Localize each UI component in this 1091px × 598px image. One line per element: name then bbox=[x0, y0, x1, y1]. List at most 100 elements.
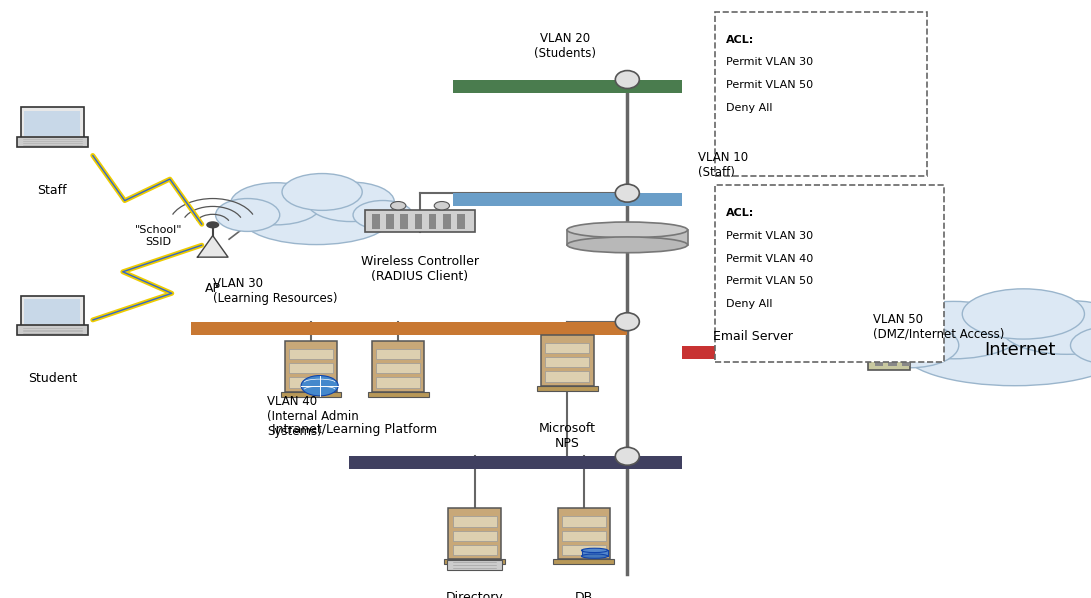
Circle shape bbox=[391, 202, 406, 210]
Bar bbox=[875, 356, 883, 366]
Bar bbox=[289, 363, 333, 373]
Ellipse shape bbox=[230, 183, 322, 225]
Ellipse shape bbox=[615, 71, 639, 89]
Text: VLAN 50
(DMZ/Internet Access): VLAN 50 (DMZ/Internet Access) bbox=[873, 313, 1004, 341]
Bar bbox=[562, 530, 606, 541]
Bar bbox=[731, 257, 775, 267]
Text: Permit VLAN 30: Permit VLAN 30 bbox=[726, 57, 813, 68]
Bar bbox=[443, 213, 451, 229]
Bar bbox=[376, 377, 420, 388]
Bar bbox=[368, 392, 429, 397]
Bar bbox=[444, 559, 505, 565]
Text: Microsoft
NPS: Microsoft NPS bbox=[539, 422, 596, 450]
Ellipse shape bbox=[901, 314, 1091, 386]
Bar bbox=[457, 213, 465, 229]
Bar bbox=[868, 341, 910, 370]
Text: Student: Student bbox=[27, 372, 77, 385]
Text: VLAN 30
(Learning Resources): VLAN 30 (Learning Resources) bbox=[213, 277, 337, 305]
Bar bbox=[24, 111, 81, 136]
Bar bbox=[582, 550, 608, 556]
Bar bbox=[546, 357, 589, 367]
Bar bbox=[447, 560, 502, 570]
Bar bbox=[429, 213, 436, 229]
Text: Deny All: Deny All bbox=[726, 103, 772, 113]
Bar bbox=[400, 213, 408, 229]
Ellipse shape bbox=[308, 182, 394, 221]
Text: "School"
SSID: "School" SSID bbox=[134, 225, 182, 247]
Bar bbox=[376, 349, 420, 359]
Text: ACL:: ACL: bbox=[726, 208, 754, 218]
Bar bbox=[453, 193, 682, 206]
Bar bbox=[537, 386, 598, 391]
Bar bbox=[682, 346, 862, 359]
Text: Deny All: Deny All bbox=[726, 299, 772, 309]
Bar bbox=[280, 392, 341, 397]
Bar bbox=[567, 230, 687, 245]
Ellipse shape bbox=[615, 447, 639, 465]
Text: Email Server: Email Server bbox=[712, 330, 793, 343]
Bar bbox=[415, 213, 422, 229]
Bar bbox=[541, 335, 594, 386]
Text: Permit VLAN 30: Permit VLAN 30 bbox=[726, 231, 813, 241]
Bar bbox=[562, 545, 606, 555]
Text: Staff: Staff bbox=[37, 184, 68, 197]
Bar bbox=[727, 248, 779, 299]
Bar bbox=[191, 322, 627, 335]
Ellipse shape bbox=[1000, 300, 1091, 354]
Text: Internet: Internet bbox=[984, 341, 1056, 359]
Bar bbox=[386, 213, 394, 229]
Text: Permit VLAN 50: Permit VLAN 50 bbox=[726, 276, 813, 286]
Text: DB
Server: DB Server bbox=[563, 591, 604, 598]
Text: Permit VLAN 40: Permit VLAN 40 bbox=[726, 254, 813, 264]
Ellipse shape bbox=[216, 199, 279, 231]
Bar bbox=[453, 545, 496, 555]
Bar bbox=[888, 356, 897, 366]
Bar bbox=[365, 210, 475, 232]
Bar bbox=[372, 341, 424, 392]
Ellipse shape bbox=[1070, 325, 1091, 365]
Circle shape bbox=[206, 221, 219, 228]
Bar bbox=[289, 349, 333, 359]
Ellipse shape bbox=[567, 237, 687, 253]
Ellipse shape bbox=[615, 184, 639, 202]
Bar bbox=[546, 371, 589, 382]
Bar bbox=[731, 270, 775, 280]
Bar bbox=[17, 325, 87, 335]
Bar bbox=[453, 517, 496, 527]
Ellipse shape bbox=[353, 200, 412, 230]
Text: AP: AP bbox=[205, 282, 220, 295]
Text: Wireless Controller
(RADIUS Client): Wireless Controller (RADIUS Client) bbox=[361, 255, 479, 283]
Bar bbox=[731, 285, 775, 295]
Ellipse shape bbox=[962, 289, 1084, 339]
FancyBboxPatch shape bbox=[715, 12, 927, 176]
Bar bbox=[21, 295, 84, 327]
Bar bbox=[453, 530, 496, 541]
Text: Intranet/Learning Platform: Intranet/Learning Platform bbox=[272, 423, 437, 436]
Ellipse shape bbox=[567, 222, 687, 238]
Ellipse shape bbox=[582, 554, 608, 559]
Text: VLAN 10
(Staff): VLAN 10 (Staff) bbox=[698, 151, 748, 179]
Bar bbox=[17, 137, 87, 147]
Text: Directory
Server: Directory Server bbox=[446, 591, 503, 598]
Bar bbox=[372, 213, 380, 229]
Bar bbox=[285, 341, 337, 392]
Bar bbox=[448, 508, 501, 559]
Bar bbox=[558, 508, 610, 559]
Bar bbox=[562, 517, 606, 527]
Text: ACL:: ACL: bbox=[726, 35, 754, 45]
Text: Permit VLAN 50: Permit VLAN 50 bbox=[726, 80, 813, 90]
Ellipse shape bbox=[884, 301, 1023, 359]
Circle shape bbox=[434, 202, 449, 210]
Polygon shape bbox=[197, 236, 228, 257]
Text: VLAN 20
(Students): VLAN 20 (Students) bbox=[535, 32, 596, 60]
Ellipse shape bbox=[242, 192, 391, 245]
Text: VLAN 40
(Internal Admin
Systems): VLAN 40 (Internal Admin Systems) bbox=[267, 395, 359, 438]
Circle shape bbox=[301, 376, 338, 396]
Bar bbox=[546, 343, 589, 353]
Bar bbox=[21, 107, 84, 139]
Bar bbox=[289, 377, 333, 388]
Ellipse shape bbox=[281, 173, 362, 210]
Ellipse shape bbox=[615, 313, 639, 331]
Bar bbox=[902, 356, 910, 366]
Bar bbox=[553, 559, 614, 565]
